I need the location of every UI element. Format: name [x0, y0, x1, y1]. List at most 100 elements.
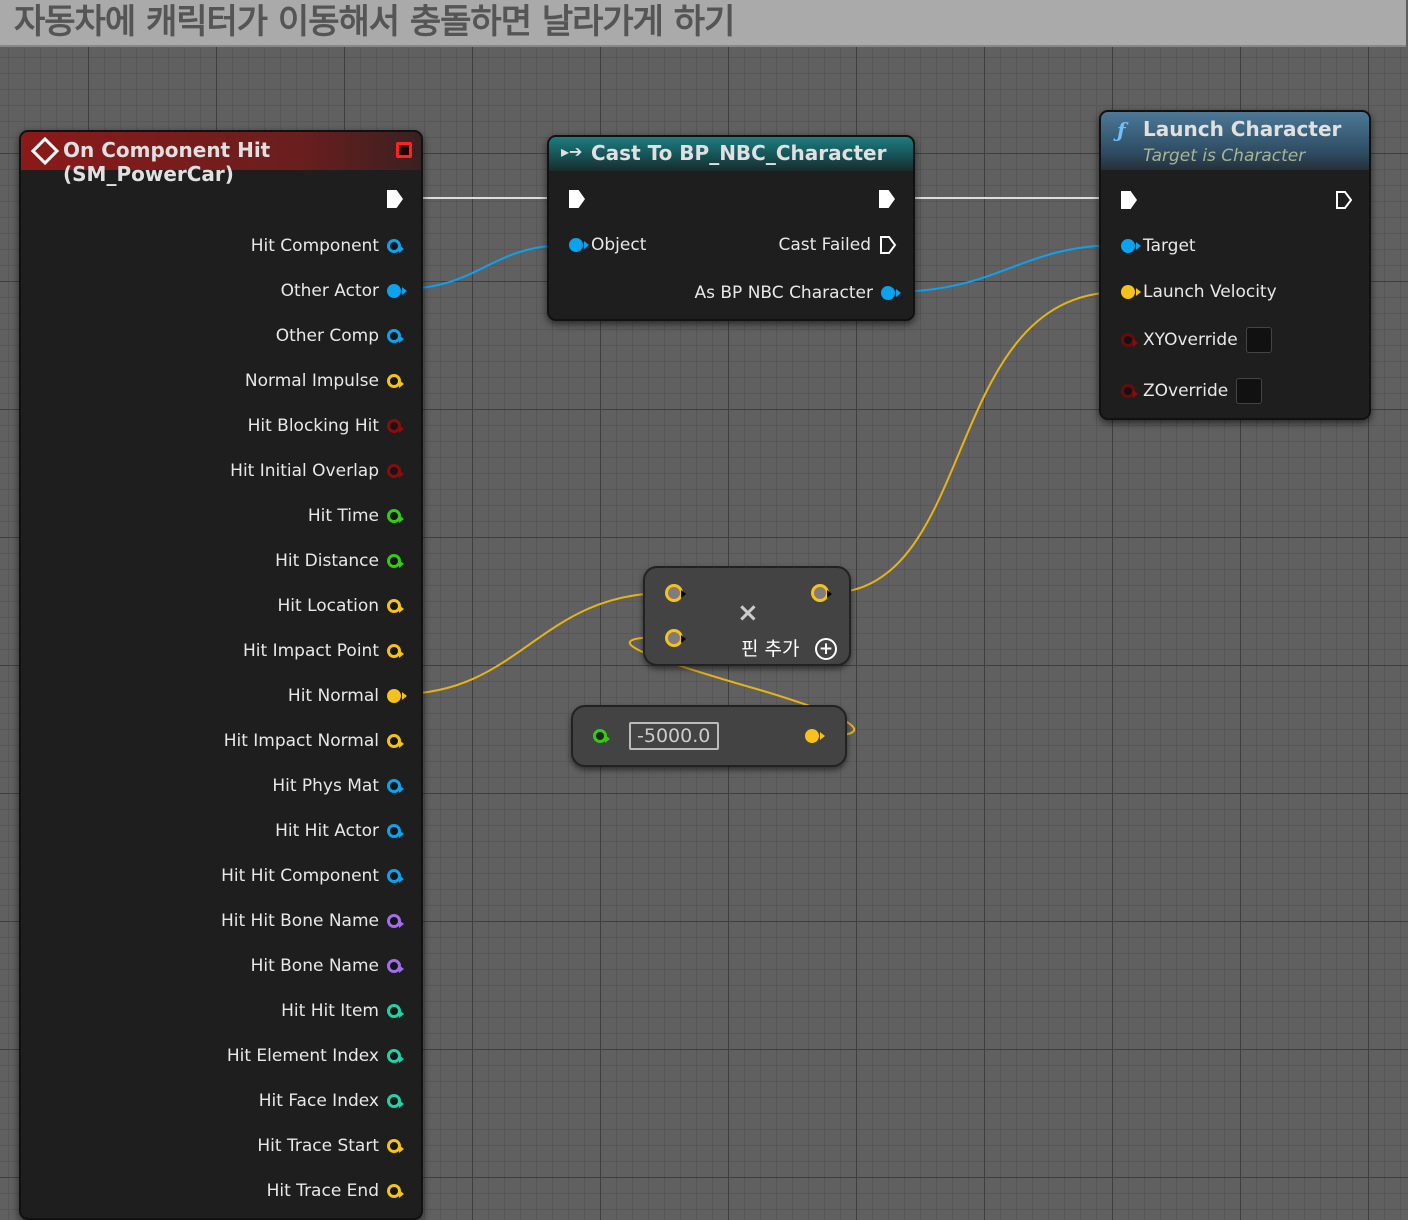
object-output-pin[interactable]	[387, 824, 404, 838]
multiply-input-a-pin[interactable]	[665, 584, 686, 602]
bool-output-pin[interactable]	[387, 419, 404, 433]
z-override-pin[interactable]	[1121, 384, 1138, 398]
pin-label: Hit Element Index	[226, 1046, 379, 1066]
exec-out-pin[interactable]	[879, 190, 895, 208]
pin-label: Hit Impact Point	[243, 641, 379, 661]
function-icon: ƒ	[1117, 118, 1126, 142]
node-header: On Component Hit (SM_PowerCar)	[21, 132, 421, 186]
object-output-pin[interactable]	[387, 239, 404, 253]
event-pin-row: Normal Impulse	[244, 371, 404, 391]
pin-label: Normal Impulse	[244, 371, 379, 391]
pin-label: Hit Initial Overlap	[230, 461, 379, 481]
event-pin-row: Hit Face Index	[258, 1091, 404, 1111]
object-output-pin[interactable]	[387, 779, 404, 793]
event-pin-row: Hit Time	[307, 506, 404, 526]
event-diamond-icon	[30, 136, 60, 166]
pin-label: Hit Time	[307, 506, 379, 526]
float-input-pin[interactable]	[593, 729, 610, 743]
pin-label: Object	[591, 235, 647, 255]
pin-label: Hit Location	[277, 596, 379, 616]
vector-wire	[399, 592, 667, 695]
node-title: Launch Character	[1143, 117, 1342, 141]
pin-label: Hit Normal	[287, 686, 379, 706]
z-override-checkbox[interactable]	[1236, 378, 1263, 404]
vector-output-pin[interactable]	[387, 1139, 404, 1153]
vector-output-pin[interactable]	[387, 599, 404, 613]
cast-arrow-icon: ▸➔	[561, 142, 583, 161]
event-pin-row: Hit Bone Name	[251, 956, 404, 976]
comment-title: 자동차에 캐릭터가 이동해서 충돌하면 날라가게 하기	[14, 2, 735, 42]
vector-output-pin[interactable]	[387, 689, 407, 703]
on-component-hit-node[interactable]: On Component Hit (SM_PowerCar) Hit Compo…	[19, 130, 423, 1220]
int-output-pin[interactable]	[387, 1049, 404, 1063]
object-output-pin[interactable]	[387, 329, 404, 343]
pin-label: ZOverride	[1143, 381, 1229, 401]
launch-velocity-pin[interactable]	[1121, 285, 1141, 299]
event-pin-row: Hit Component	[250, 236, 404, 256]
cast-failed-exec-pin[interactable]	[879, 235, 897, 255]
target-pin[interactable]	[1121, 239, 1141, 253]
vector-output-pin[interactable]	[387, 374, 404, 388]
exec-in-pin[interactable]	[1121, 191, 1137, 209]
vector-output-pin[interactable]	[387, 1184, 404, 1198]
event-pin-row: Hit Element Index	[226, 1046, 404, 1066]
event-pin-row: Hit Hit Actor	[275, 821, 404, 841]
event-pin-row: Hit Trace End	[267, 1181, 404, 1201]
node-title: On Component Hit (SM_PowerCar)	[63, 138, 271, 186]
add-pin-button[interactable]: 핀 추가	[741, 638, 800, 660]
cast-node[interactable]: ▸➔ Cast To BP_NBC_Character Object Cast …	[547, 135, 915, 321]
event-pin-row: Hit Hit Component	[221, 866, 404, 886]
pin-label: As BP NBC Character	[694, 283, 874, 303]
node-subtitle: Target is Character	[1143, 146, 1306, 166]
exec-in-pin[interactable]	[569, 190, 585, 208]
pin-label: Target	[1143, 236, 1196, 256]
pin-label: Hit Component	[250, 236, 379, 256]
xy-override-checkbox[interactable]	[1245, 327, 1272, 353]
float-literal-node[interactable]: -5000.0	[571, 705, 847, 767]
event-pin-row: Other Actor	[280, 281, 407, 301]
comment-box-title[interactable]: 자동차에 캐릭터가 이동해서 충돌하면 날라가게 하기	[0, 0, 1406, 47]
launch-character-node[interactable]: ƒ Launch Character Target is Character T…	[1099, 110, 1371, 420]
pin-label: Hit Blocking Hit	[247, 416, 379, 436]
vector-output-pin[interactable]	[805, 729, 825, 743]
name-output-pin[interactable]	[387, 959, 404, 973]
delegate-pin[interactable]	[396, 142, 412, 158]
event-pin-row: Hit Location	[277, 596, 404, 616]
xy-override-pin[interactable]	[1121, 333, 1138, 347]
multiply-output-pin[interactable]	[811, 584, 832, 602]
add-pin-plus-icon[interactable]: +	[815, 638, 837, 660]
pin-label: Hit Distance	[275, 551, 379, 571]
bool-output-pin[interactable]	[387, 464, 404, 478]
int-output-pin[interactable]	[387, 1004, 404, 1018]
event-pin-row: Hit Blocking Hit	[247, 416, 404, 436]
pin-label: Hit Impact Normal	[223, 731, 379, 751]
object-output-pin[interactable]	[387, 284, 407, 298]
pin-label: Hit Hit Bone Name	[220, 911, 379, 931]
vector-output-pin[interactable]	[387, 734, 404, 748]
object-output-pin[interactable]	[387, 869, 404, 883]
as-character-output-pin[interactable]	[881, 286, 901, 300]
float-value-input[interactable]: -5000.0	[629, 722, 719, 750]
float-output-pin[interactable]	[387, 509, 404, 523]
multiply-node[interactable]: × 핀 추가 +	[643, 566, 851, 666]
exec-out-pin[interactable]	[387, 190, 403, 208]
name-output-pin[interactable]	[387, 914, 404, 928]
event-pin-row: Hit Impact Normal	[223, 731, 404, 751]
int-output-pin[interactable]	[387, 1094, 404, 1108]
object-input-pin[interactable]	[569, 238, 589, 252]
node-header: ƒ Launch Character Target is Character	[1101, 112, 1369, 170]
node-header: ▸➔ Cast To BP_NBC_Character	[549, 137, 913, 171]
pin-label: Other Actor	[280, 281, 379, 301]
multiply-input-b-pin[interactable]	[665, 629, 686, 647]
pin-label: Hit Hit Component	[221, 866, 379, 886]
pin-label: Hit Hit Item	[281, 1001, 379, 1021]
event-pin-row: Other Comp	[276, 326, 404, 346]
float-output-pin[interactable]	[387, 554, 404, 568]
vector-output-pin[interactable]	[387, 644, 404, 658]
vector-wire	[827, 291, 1121, 594]
exec-out-pin[interactable]	[1335, 190, 1353, 210]
pin-label: Cast Failed	[778, 235, 871, 255]
node-title: Cast To BP_NBC_Character	[591, 141, 887, 165]
pin-label: Hit Face Index	[258, 1091, 379, 1111]
